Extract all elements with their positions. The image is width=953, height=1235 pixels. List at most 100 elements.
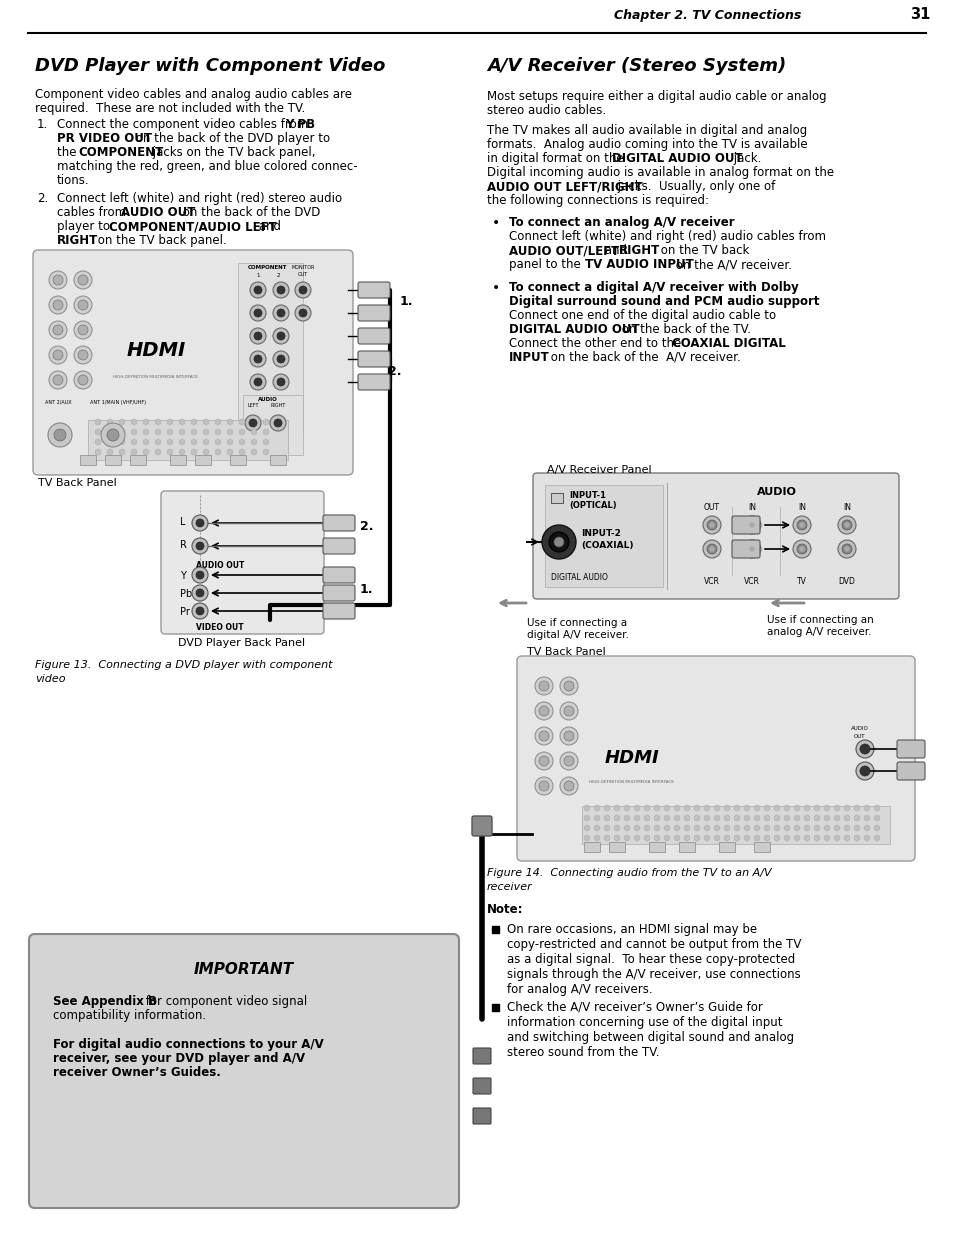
Circle shape xyxy=(563,781,574,790)
Circle shape xyxy=(535,752,553,769)
Circle shape xyxy=(214,438,221,445)
Circle shape xyxy=(227,450,233,454)
Bar xyxy=(753,842,769,852)
Text: DIGITAL AUDIO: DIGITAL AUDIO xyxy=(551,573,607,582)
Circle shape xyxy=(753,835,760,841)
Circle shape xyxy=(273,374,289,390)
Circle shape xyxy=(799,547,803,552)
FancyBboxPatch shape xyxy=(357,329,390,345)
Text: OUT: OUT xyxy=(703,503,720,513)
Text: A/V Receiver Panel: A/V Receiver Panel xyxy=(546,466,651,475)
Circle shape xyxy=(693,835,700,841)
Circle shape xyxy=(583,815,589,821)
Circle shape xyxy=(276,332,285,340)
Circle shape xyxy=(107,419,112,425)
Text: HDMI: HDMI xyxy=(126,341,186,359)
Text: R: R xyxy=(180,540,187,550)
Text: 1.: 1. xyxy=(359,583,374,597)
Circle shape xyxy=(833,815,840,821)
Circle shape xyxy=(614,805,619,811)
Circle shape xyxy=(191,450,196,454)
Circle shape xyxy=(855,762,873,781)
Circle shape xyxy=(733,835,740,841)
Text: VCR: VCR xyxy=(703,577,720,585)
FancyBboxPatch shape xyxy=(472,816,492,836)
FancyBboxPatch shape xyxy=(323,515,355,531)
Circle shape xyxy=(541,525,576,559)
Text: AUDIO: AUDIO xyxy=(757,487,796,496)
Circle shape xyxy=(53,375,63,385)
Circle shape xyxy=(214,450,221,454)
Circle shape xyxy=(783,835,789,841)
Text: compatibility information.: compatibility information. xyxy=(53,1009,206,1023)
Circle shape xyxy=(713,805,720,811)
Circle shape xyxy=(294,282,311,298)
Circle shape xyxy=(783,805,789,811)
Circle shape xyxy=(203,438,209,445)
Circle shape xyxy=(753,805,760,811)
Bar xyxy=(492,926,498,932)
Text: tions.: tions. xyxy=(57,174,90,186)
Circle shape xyxy=(863,815,869,821)
Text: panel to the: panel to the xyxy=(509,258,584,270)
Text: IMPORTANT: IMPORTANT xyxy=(193,962,294,977)
Circle shape xyxy=(273,329,289,345)
FancyBboxPatch shape xyxy=(357,374,390,390)
Circle shape xyxy=(733,805,740,811)
Circle shape xyxy=(191,438,196,445)
Circle shape xyxy=(192,603,208,619)
Text: TV: TV xyxy=(796,577,806,585)
Circle shape xyxy=(763,835,769,841)
Circle shape xyxy=(723,835,729,841)
Circle shape xyxy=(538,706,548,716)
Circle shape xyxy=(74,370,91,389)
Circle shape xyxy=(853,805,859,811)
Circle shape xyxy=(614,825,619,831)
Circle shape xyxy=(253,287,262,294)
Circle shape xyxy=(179,429,185,435)
Text: and: and xyxy=(600,245,630,257)
Circle shape xyxy=(276,309,285,317)
Circle shape xyxy=(654,835,659,841)
Circle shape xyxy=(101,424,125,447)
FancyBboxPatch shape xyxy=(533,473,898,599)
Text: required.  These are not included with the TV.: required. These are not included with th… xyxy=(35,103,305,115)
Text: for component video signal: for component video signal xyxy=(142,995,307,1008)
Circle shape xyxy=(53,325,63,335)
Circle shape xyxy=(107,429,119,441)
Circle shape xyxy=(250,374,266,390)
Text: AUDIO OUT/LEFT: AUDIO OUT/LEFT xyxy=(509,245,618,257)
Text: AUDIO OUT: AUDIO OUT xyxy=(195,561,244,571)
Text: ANT 2/AUX: ANT 2/AUX xyxy=(45,400,71,405)
Circle shape xyxy=(594,805,599,811)
Text: VIDEO OUT: VIDEO OUT xyxy=(196,622,244,632)
Circle shape xyxy=(227,429,233,435)
Text: (OPTICAL): (OPTICAL) xyxy=(568,501,616,510)
Text: HIGH-DEFINITION MULTIMEDIA INTERFACE: HIGH-DEFINITION MULTIMEDIA INTERFACE xyxy=(113,375,198,379)
FancyBboxPatch shape xyxy=(237,263,303,433)
Circle shape xyxy=(143,419,149,425)
Text: Y: Y xyxy=(180,571,186,580)
Circle shape xyxy=(48,424,71,447)
Circle shape xyxy=(250,282,266,298)
Text: 1.: 1. xyxy=(399,295,413,308)
Circle shape xyxy=(239,450,245,454)
Text: 2.: 2. xyxy=(37,191,49,205)
Circle shape xyxy=(167,450,172,454)
Circle shape xyxy=(703,805,709,811)
Circle shape xyxy=(673,815,679,821)
Text: Use if connecting an
analog A/V receiver.: Use if connecting an analog A/V receiver… xyxy=(766,615,873,636)
Circle shape xyxy=(95,450,101,454)
Circle shape xyxy=(763,805,769,811)
Text: Y PB: Y PB xyxy=(285,119,314,131)
Circle shape xyxy=(167,429,172,435)
Circle shape xyxy=(78,325,88,335)
Circle shape xyxy=(270,415,286,431)
Circle shape xyxy=(535,777,553,795)
Text: 2.: 2. xyxy=(359,520,374,534)
Circle shape xyxy=(253,332,262,340)
Circle shape xyxy=(538,756,548,766)
Bar xyxy=(130,454,146,466)
Bar xyxy=(105,454,121,466)
Circle shape xyxy=(853,835,859,841)
